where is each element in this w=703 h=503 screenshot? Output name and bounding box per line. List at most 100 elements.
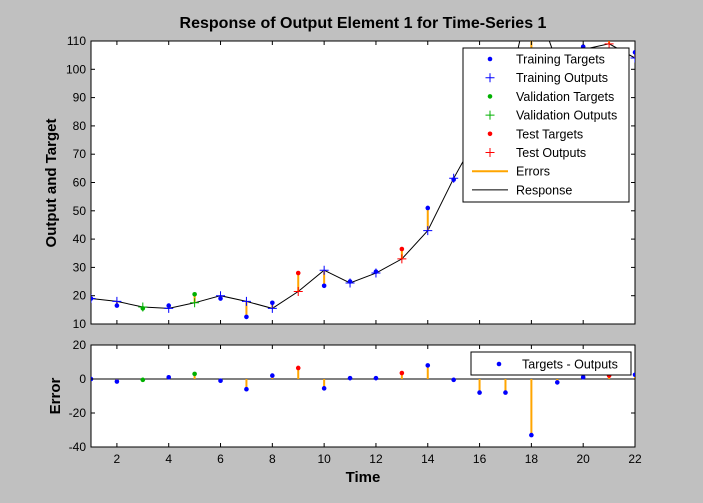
- error-point: [295, 365, 301, 371]
- training-output-point: [216, 291, 226, 301]
- error-point: [580, 375, 586, 380]
- training-output-point: [91, 294, 96, 304]
- legend-label: Errors: [516, 165, 550, 179]
- error-y-ticks: -40 -20 0 20: [69, 338, 635, 454]
- y-tick-label: -40: [69, 440, 87, 454]
- legend-label: Validation Outputs: [516, 109, 617, 123]
- error-x-axis-label: Time: [346, 469, 381, 486]
- error-point: [140, 377, 146, 383]
- error-point: [114, 379, 120, 384]
- y-tick-label: -20: [69, 406, 87, 420]
- error-plot-area: [90, 344, 636, 448]
- y-tick-label: 20: [73, 289, 87, 303]
- x-tick-label: 18: [525, 452, 539, 466]
- legend-swatch-plus: [485, 73, 495, 83]
- training-output-point: [423, 226, 433, 236]
- y-tick-label: 10: [73, 317, 87, 331]
- y-tick-label: 80: [73, 119, 87, 133]
- response-legend-box: [462, 47, 630, 203]
- training-output-point: [267, 303, 277, 313]
- x-tick-label: 6: [217, 452, 224, 466]
- error-point: [529, 432, 534, 438]
- x-tick-label: 8: [269, 452, 276, 466]
- y-tick-label: 20: [73, 338, 87, 352]
- y-tick-label: 30: [73, 260, 87, 274]
- error-x-ticks: 2 4 6 8 10 12 14 16 18 20 22: [114, 345, 642, 466]
- x-tick-label: 14: [421, 452, 435, 466]
- test-target-point: [399, 246, 405, 252]
- error-point: [632, 372, 635, 378]
- y-tick-label: 0: [79, 372, 86, 386]
- test-output-point: [397, 254, 407, 264]
- training-output-point: [630, 53, 635, 63]
- y-tick-label: 50: [73, 204, 87, 218]
- training-target-point: [270, 300, 275, 306]
- response-y-ticks: 10 20 30 40 50 60 70 80 90 100 110: [66, 34, 635, 331]
- training-target-point: [632, 50, 635, 55]
- legend-swatch-dot: [487, 94, 493, 99]
- error-point: [554, 380, 560, 385]
- legend-swatch-dot: [487, 131, 493, 137]
- training-target-point: [321, 283, 327, 289]
- error-point: [503, 390, 508, 395]
- response-line: [91, 41, 635, 309]
- response-x-ticks: [116, 41, 636, 324]
- error-legend: Targets - Outputs: [470, 351, 632, 376]
- legend-swatch-plus: [485, 110, 495, 120]
- error-point: [192, 371, 197, 377]
- training-output-point: [319, 265, 329, 275]
- response-legend: Training Targets Training Outputs Validati…: [462, 47, 630, 203]
- training-output-point: [449, 173, 459, 183]
- test-target-point: [295, 270, 301, 276]
- error-y-axis-label: Error: [47, 378, 64, 415]
- legend-label: Targets - Outputs: [522, 358, 618, 372]
- y-tick-label: 40: [73, 232, 87, 246]
- error-marks: [91, 363, 635, 438]
- legend-swatch-plus: [485, 148, 495, 157]
- training-output-point: [241, 296, 251, 306]
- error-point: [451, 377, 456, 383]
- error-point: [347, 375, 353, 381]
- error-point: [321, 386, 327, 391]
- response-chart-title: Response of Output Element 1 for Time-Se…: [180, 15, 547, 32]
- x-tick-label: 2: [114, 452, 121, 466]
- validation-output-point: [190, 298, 200, 308]
- legend-label: Test Outputs: [516, 146, 586, 160]
- y-tick-label: 100: [66, 62, 86, 76]
- legend-label: Training Targets: [516, 53, 605, 67]
- legend-swatch-dot: [496, 361, 502, 367]
- legend-label: Response: [516, 183, 572, 197]
- error-point: [244, 386, 249, 392]
- x-tick-label: 16: [473, 452, 487, 466]
- x-tick-label: 22: [628, 452, 642, 466]
- y-tick-label: 60: [73, 176, 87, 190]
- legend-label: Test Targets: [516, 127, 583, 141]
- x-tick-label: 12: [369, 452, 383, 466]
- error-point: [218, 378, 223, 384]
- error-point: [166, 375, 172, 380]
- x-tick-label: 20: [577, 452, 591, 466]
- training-target-point: [425, 205, 431, 211]
- legend-swatch-dot: [487, 56, 493, 62]
- legend-label: Training Outputs: [516, 71, 608, 85]
- training-output-point: [371, 268, 381, 278]
- test-output-point: [604, 41, 614, 49]
- test-output-point: [293, 286, 303, 296]
- error-point: [425, 363, 431, 368]
- x-tick-label: 10: [317, 452, 331, 466]
- y-tick-label: 110: [67, 34, 86, 48]
- error-point: [477, 390, 482, 395]
- training-output-point: [345, 278, 355, 288]
- error-point: [270, 373, 275, 378]
- training-output-point: [164, 303, 174, 313]
- error-point: [399, 370, 405, 376]
- error-legend-box: [470, 351, 632, 376]
- response-axes: 10 20 30 40 50 60 70 80 90 100 110 Response of Out…: [43, 15, 636, 331]
- y-tick-label: 90: [73, 91, 87, 105]
- training-output-point: [112, 296, 122, 306]
- x-tick-label: 4: [165, 452, 172, 466]
- validation-output-point: [138, 302, 148, 312]
- y-tick-label: 70: [73, 147, 87, 161]
